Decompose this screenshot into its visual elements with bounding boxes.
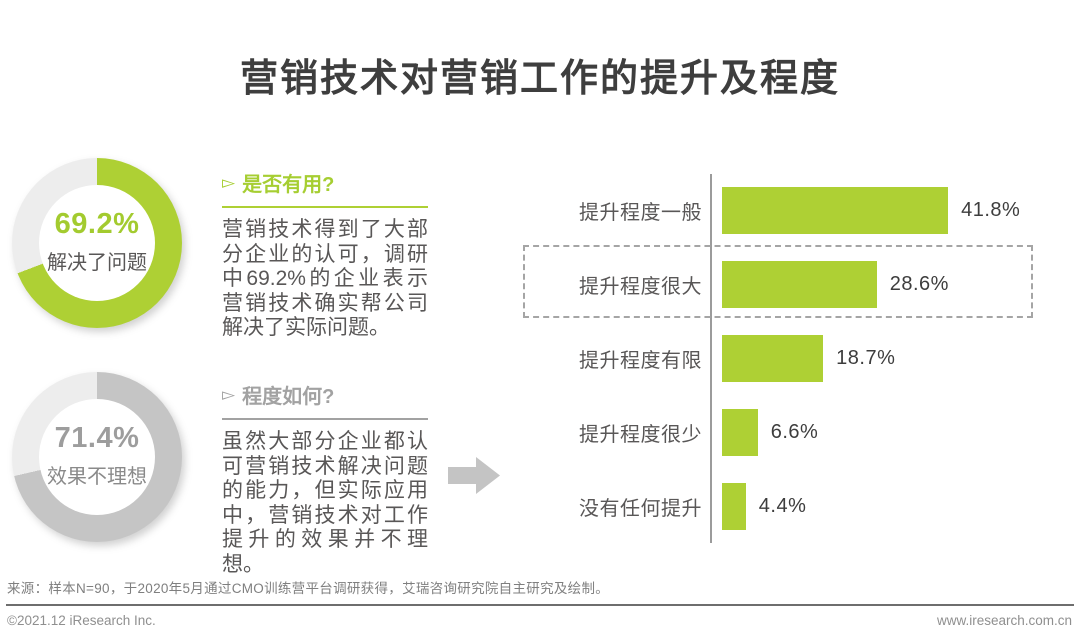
bar-category-label: 没有任何提升 bbox=[579, 498, 702, 520]
website-link: www.iresearch.com.cn bbox=[936, 613, 1072, 628]
bar bbox=[722, 187, 949, 234]
donut-value: 69.2% bbox=[54, 208, 140, 241]
donut-chart-solved: 69.2% 解决了问题 bbox=[12, 158, 182, 328]
section-is-it-useful: ▻ 是否有用? 营销技术得到了大部分企业的认可，调研中69.2%的企业表示营销技… bbox=[222, 168, 428, 341]
copyright-text: ©2021.12 iResearch Inc. bbox=[7, 613, 156, 628]
bar-chart: 提升程度一般 41.8% 提升程度很大 28.6% 提升程度有限 18.7% 提… bbox=[530, 174, 1075, 546]
bar bbox=[722, 335, 824, 382]
arrowhead-bullet-icon: ▻ bbox=[222, 384, 236, 404]
bar-value-label: 18.7% bbox=[836, 347, 896, 369]
source-note: 来源：样本N=90，于2020年5月通过CMO训练营平台调研获得，艾瑞咨询研究院… bbox=[7, 581, 610, 596]
highlight-dashed-box bbox=[523, 245, 1033, 318]
donut-chart-not-ideal: 71.4% 效果不理想 bbox=[12, 372, 182, 542]
bar-category-label: 提升程度有限 bbox=[579, 350, 702, 372]
section-body-text: 虽然大部分企业都认可营销技术解决问题的能力，但实际应用中，营销技术对工作提升的效… bbox=[222, 430, 428, 576]
bar bbox=[722, 483, 746, 530]
section-underline bbox=[222, 418, 428, 420]
donut-center-text: 71.4% 效果不理想 bbox=[12, 422, 182, 489]
bar bbox=[722, 261, 877, 308]
bar-value-label: 28.6% bbox=[889, 273, 949, 295]
section-underline bbox=[222, 206, 428, 208]
donut-value: 71.4% bbox=[54, 422, 140, 455]
bar-row: 提升程度有限 18.7% bbox=[530, 335, 1075, 382]
bar-value-label: 4.4% bbox=[758, 495, 807, 517]
section-to-what-degree: ▻ 程度如何? 虽然大部分企业都认可营销技术解决问题的能力，但实际应用中，营销技… bbox=[222, 380, 428, 577]
donut-center-text: 69.2% 解决了问题 bbox=[12, 208, 182, 275]
bar-category-label: 提升程度一般 bbox=[579, 202, 702, 224]
bar-category-label: 提升程度很少 bbox=[579, 424, 702, 446]
bar-value-label: 6.6% bbox=[770, 421, 819, 443]
bar-row: 没有任何提升 4.4% bbox=[530, 483, 1075, 530]
bar-value-label: 41.8% bbox=[961, 199, 1021, 221]
bar-row: 提升程度一般 41.8% bbox=[530, 187, 1075, 234]
section-heading-label: 是否有用? bbox=[242, 174, 335, 196]
section-heading: ▻ 是否有用? bbox=[222, 168, 428, 197]
bar bbox=[722, 409, 758, 456]
bar-row: 提升程度很大 28.6% bbox=[530, 261, 1075, 308]
section-heading: ▻ 程度如何? bbox=[222, 380, 428, 409]
donut-caption: 解决了问题 bbox=[47, 252, 147, 275]
arrowhead-bullet-icon: ▻ bbox=[222, 172, 236, 192]
section-heading-label: 程度如何? bbox=[242, 386, 335, 408]
bar-row: 提升程度很少 6.6% bbox=[530, 409, 1075, 456]
page-title: 营销技术对营销工作的提升及程度 bbox=[239, 58, 840, 101]
y-axis-line bbox=[710, 174, 712, 543]
donut-caption: 效果不理想 bbox=[47, 466, 147, 489]
right-arrow-icon bbox=[448, 457, 500, 494]
bar-category-label: 提升程度很大 bbox=[579, 276, 702, 298]
section-body-text: 营销技术得到了大部分企业的认可，调研中69.2%的企业表示营销技术确实帮公司解决… bbox=[222, 218, 428, 339]
footer-divider bbox=[6, 604, 1074, 606]
